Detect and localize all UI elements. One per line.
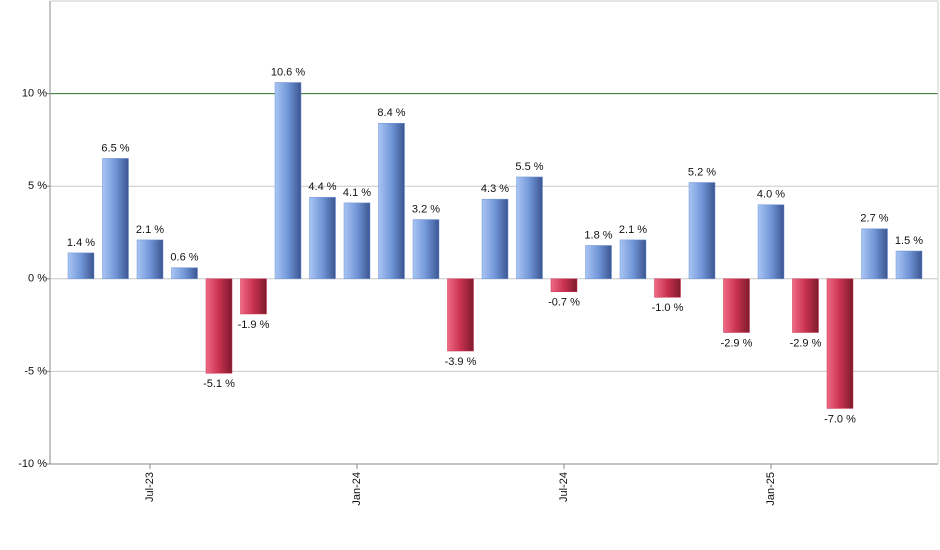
bar <box>516 176 543 280</box>
bar <box>826 278 854 409</box>
x-tick-label: Jan-24 <box>351 472 363 506</box>
data-label: 6.5 % <box>101 142 129 154</box>
data-label: 2.7 % <box>860 213 888 225</box>
data-label: 1.8 % <box>584 229 612 241</box>
y-tick-label: -10 % <box>18 458 47 470</box>
bar <box>861 228 888 280</box>
data-label: -2.9 % <box>721 337 753 349</box>
data-label: -2.9 % <box>790 337 822 349</box>
bar <box>343 202 371 280</box>
bar <box>895 250 923 280</box>
bar <box>412 219 440 280</box>
bar <box>205 278 233 374</box>
x-tick-label: Jul-23 <box>144 472 156 502</box>
data-label: 5.5 % <box>515 161 543 173</box>
bar <box>136 239 164 280</box>
y-tick-label: 10 % <box>22 88 47 100</box>
bar <box>792 278 819 333</box>
bar <box>309 197 336 280</box>
bar <box>481 198 509 280</box>
bar <box>171 267 198 280</box>
data-label: 4.4 % <box>308 181 336 193</box>
data-label: -0.7 % <box>548 297 580 309</box>
bar <box>274 82 302 280</box>
bar <box>67 252 95 280</box>
data-label: 1.4 % <box>67 237 95 249</box>
data-label: 3.2 % <box>412 203 440 215</box>
data-label: 8.4 % <box>377 107 405 119</box>
data-label: 1.5 % <box>895 235 923 247</box>
data-label: -7.0 % <box>824 413 856 425</box>
data-label: -3.9 % <box>445 356 477 368</box>
x-tick-label: Jan-25 <box>765 472 777 506</box>
bar <box>654 278 681 298</box>
y-tick-label: -5 % <box>24 365 47 377</box>
bar <box>102 158 129 280</box>
bar <box>378 122 405 280</box>
bar <box>757 204 785 280</box>
bar <box>447 278 474 352</box>
data-label: -5.1 % <box>203 378 235 390</box>
data-label: 4.1 % <box>343 187 371 199</box>
bar <box>240 278 267 315</box>
data-label: 2.1 % <box>619 224 647 236</box>
y-tick-label: 0 % <box>28 273 47 285</box>
x-tick-label: Jul-24 <box>558 472 570 502</box>
data-label: 0.6 % <box>170 252 198 264</box>
data-label: 4.3 % <box>481 183 509 195</box>
bar <box>723 278 750 333</box>
data-label: -1.9 % <box>238 319 270 331</box>
y-tick-label: 5 % <box>28 180 47 192</box>
data-label: 2.1 % <box>136 224 164 236</box>
data-label: 4.0 % <box>757 189 785 201</box>
data-label: -1.0 % <box>652 302 684 314</box>
bar <box>585 245 612 280</box>
data-label: 10.6 % <box>271 66 305 78</box>
bar <box>550 278 578 293</box>
bar <box>619 239 647 280</box>
bar <box>688 182 716 280</box>
data-label: 5.2 % <box>688 166 716 178</box>
